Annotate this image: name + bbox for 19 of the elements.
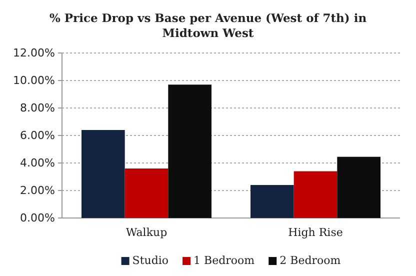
legend-label: 1 Bedroom xyxy=(194,254,256,267)
chart-title: % Price Drop vs Base per Avenue (West of 7th) in Midtown West xyxy=(49,11,368,40)
y-tick-label: 0.00% xyxy=(20,212,55,225)
y-tick-label: 4.00% xyxy=(20,156,55,170)
bar xyxy=(337,156,380,218)
bar xyxy=(294,171,338,218)
legend-label: Studio xyxy=(132,254,169,267)
x-tick-label: High Rise xyxy=(288,226,343,239)
y-tick-label: 6.00% xyxy=(20,129,55,142)
bar xyxy=(82,130,125,218)
y-tick-label: 8.00% xyxy=(20,102,55,115)
legend-label: 2 Bedroom xyxy=(280,254,342,267)
bar xyxy=(124,168,168,218)
y-tick-label: 10.00% xyxy=(13,74,55,88)
bar xyxy=(250,185,294,218)
x-tick-label: Walkup xyxy=(126,226,168,239)
y-tick-label: 2.00% xyxy=(20,184,55,198)
bar xyxy=(168,84,212,218)
y-tick-label: 12.00% xyxy=(13,46,55,60)
